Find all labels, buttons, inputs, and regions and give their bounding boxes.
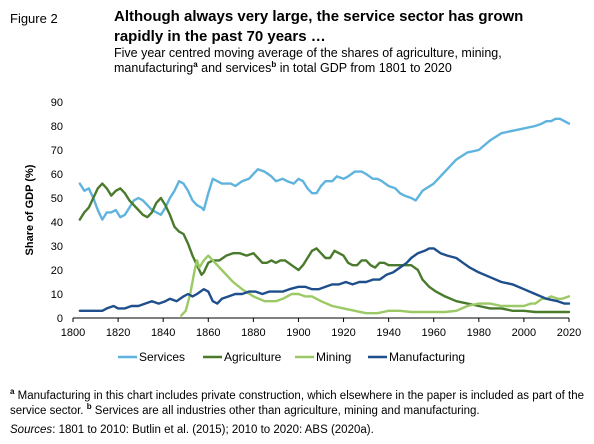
x-tick-label: 1800: [61, 327, 85, 339]
series-line-agriculture: [78, 182, 571, 314]
x-tick-label: 1880: [241, 327, 265, 339]
x-tick-label: 2020: [557, 327, 581, 339]
footnote-sup-b: b: [86, 402, 92, 412]
x-tick-label: 1900: [286, 327, 310, 339]
legend-label-agriculture: Agriculture: [224, 350, 282, 364]
footnote-text-a: Manufacturing in this chart includes pri…: [10, 390, 585, 417]
chart-axes: 1800 1820 1840 1860 1880 1900 1920 1940 1960 1980…: [24, 97, 581, 339]
series-line-mining: [180, 254, 571, 317]
x-tick-label: 1980: [467, 327, 491, 339]
legend-label-mining: Mining: [316, 350, 351, 364]
y-tick-label: 70: [51, 145, 63, 157]
figure-label: Figure 2: [10, 11, 58, 26]
subtitle-text-1: Five year centred moving average of the …: [114, 46, 502, 75]
footnote-sup-a: a: [10, 387, 15, 397]
source-text: : 1801 to 2010: Butlin et al. (2015); 20…: [52, 424, 374, 436]
subtitle-sup-a: a: [193, 59, 198, 69]
legend-label-services: Services: [139, 350, 185, 364]
y-axis-label: Share of GDP (%): [24, 164, 36, 255]
x-tick-label: 1960: [421, 327, 445, 339]
y-tick-label: 80: [51, 121, 63, 133]
subtitle-text-3: in total GDP from 1801 to 2020: [276, 61, 452, 75]
subtitle-sup-b: b: [271, 59, 277, 69]
footnote-text-b: Services are all industries other than a…: [91, 405, 480, 417]
y-tick-label: 0: [57, 313, 63, 325]
x-tick-label: 1940: [376, 327, 400, 339]
legend-label-manufacturing: Manufacturing: [389, 350, 465, 364]
y-tick-label: 90: [51, 97, 63, 109]
x-tick-label: 1920: [331, 327, 355, 339]
y-tick-label: 20: [51, 265, 63, 277]
y-tick-label: 30: [51, 241, 63, 253]
source-note: Sources: 1801 to 2010: Butlin et al. (20…: [10, 424, 374, 436]
series-line-manufacturing: [78, 247, 571, 312]
y-tick-label: 50: [51, 193, 63, 205]
chart-series: [78, 117, 571, 317]
chart-legend: Services Agriculture Mining Manufacturing: [118, 350, 465, 364]
x-tick-label: 1820: [106, 327, 130, 339]
chart-subtitle: Five year centred moving average of the …: [114, 46, 574, 76]
subtitle-text-2: and services: [197, 61, 272, 75]
x-tick-label: 1860: [196, 327, 220, 339]
y-tick-label: 10: [51, 289, 63, 301]
line-chart: 1800 1820 1840 1860 1880 1900 1920 1940 1960 1980…: [24, 97, 581, 364]
y-tick-label: 60: [51, 169, 63, 181]
chart-title: Although always very large, the service …: [114, 8, 524, 45]
x-tick-label: 1840: [151, 327, 175, 339]
series-line-services: [78, 117, 571, 221]
y-tick-label: 40: [51, 217, 63, 229]
footnote: a Manufacturing in this chart includes p…: [10, 387, 585, 419]
source-label: Sources: [10, 424, 53, 436]
x-tick-label: 2000: [512, 327, 536, 339]
